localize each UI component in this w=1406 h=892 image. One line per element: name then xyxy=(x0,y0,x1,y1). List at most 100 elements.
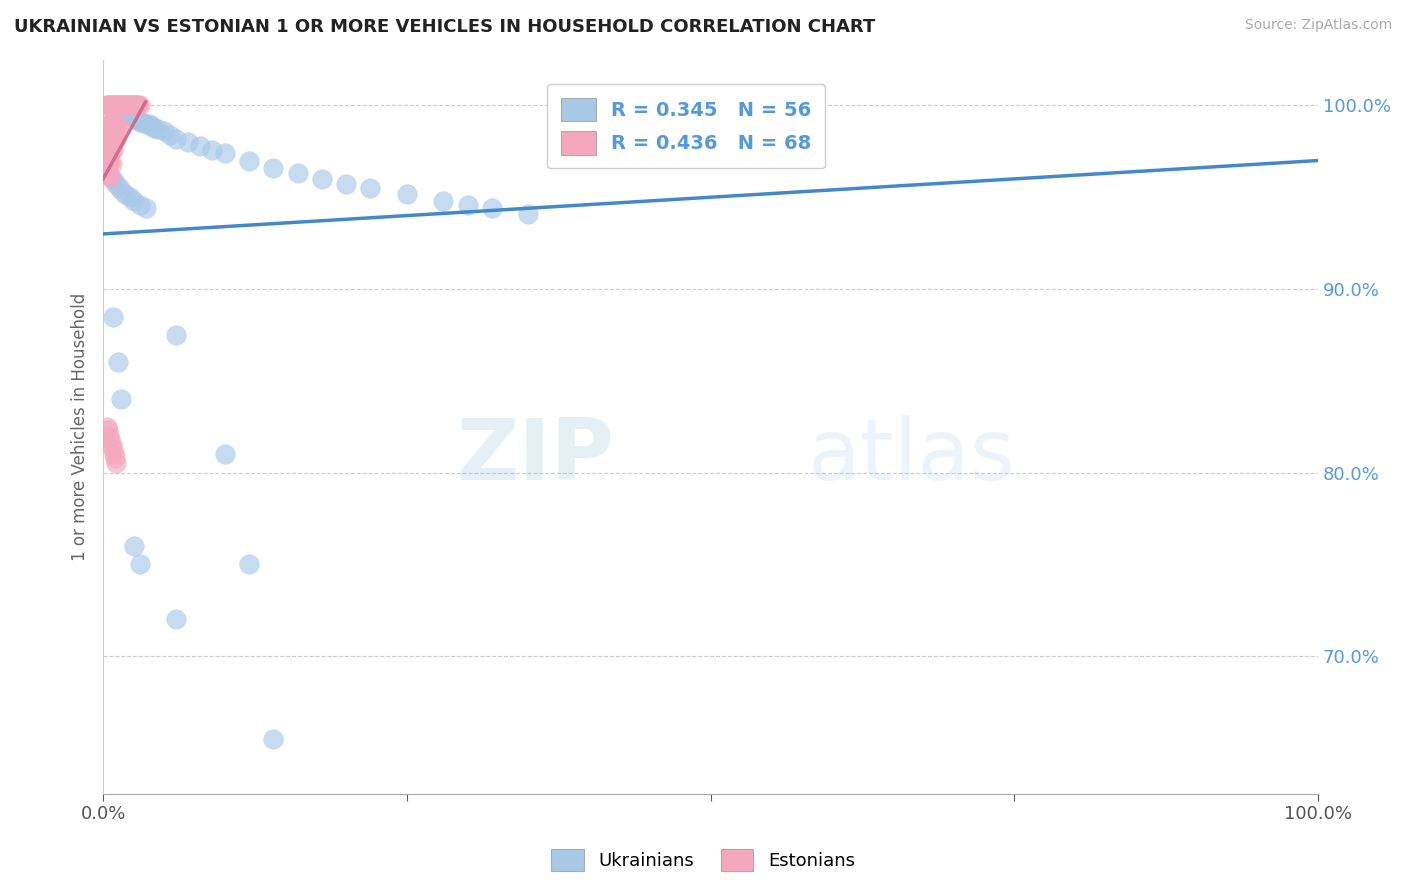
Point xyxy=(110,105,132,120)
Y-axis label: 1 or more Vehicles in Household: 1 or more Vehicles in Household xyxy=(72,293,89,561)
Point xyxy=(100,117,122,131)
Point xyxy=(108,103,131,118)
Point xyxy=(117,108,139,122)
Text: atlas: atlas xyxy=(808,415,1015,498)
Point xyxy=(98,98,121,112)
Point xyxy=(214,447,236,461)
Point xyxy=(124,98,146,112)
Point xyxy=(118,108,141,122)
Point xyxy=(159,128,181,142)
Point xyxy=(104,100,127,114)
Point xyxy=(98,429,121,443)
Point xyxy=(135,201,157,215)
Point xyxy=(165,612,187,626)
Point xyxy=(214,146,236,161)
Point xyxy=(97,117,120,131)
Point xyxy=(100,438,122,452)
Point xyxy=(107,98,129,112)
Point xyxy=(124,112,146,126)
Point xyxy=(97,98,120,112)
Point xyxy=(112,105,135,120)
Point xyxy=(127,98,149,112)
Legend: R = 0.345   N = 56, R = 0.436   N = 68: R = 0.345 N = 56, R = 0.436 N = 68 xyxy=(547,84,825,169)
Point xyxy=(146,122,169,136)
Point xyxy=(100,157,122,171)
Point xyxy=(105,102,128,116)
Point xyxy=(128,115,150,129)
Point xyxy=(103,98,125,112)
Point xyxy=(359,181,381,195)
Point xyxy=(103,119,125,133)
Point xyxy=(128,98,150,112)
Point xyxy=(97,152,120,166)
Point xyxy=(121,98,143,112)
Point xyxy=(108,98,131,112)
Point xyxy=(517,207,540,221)
Point xyxy=(96,164,118,178)
Point xyxy=(112,98,135,112)
Point xyxy=(110,98,132,112)
Point xyxy=(100,143,122,157)
Point xyxy=(287,166,309,180)
Point xyxy=(101,128,124,142)
Point xyxy=(100,98,122,112)
Point xyxy=(238,558,260,572)
Point xyxy=(121,110,143,124)
Point xyxy=(96,419,118,434)
Point xyxy=(122,98,145,112)
Point xyxy=(108,103,131,118)
Point xyxy=(481,201,503,215)
Point xyxy=(114,186,136,201)
Text: Source: ZipAtlas.com: Source: ZipAtlas.com xyxy=(1244,18,1392,32)
Point xyxy=(97,423,120,437)
Point xyxy=(177,135,200,149)
Point xyxy=(100,155,122,169)
Point xyxy=(118,190,141,204)
Point xyxy=(98,168,121,182)
Point xyxy=(122,539,145,553)
Point xyxy=(105,119,128,133)
Point xyxy=(105,131,128,145)
Point xyxy=(101,442,124,456)
Point xyxy=(96,150,118,164)
Point xyxy=(98,141,121,155)
Point xyxy=(135,117,157,131)
Point xyxy=(100,169,122,184)
Point xyxy=(114,105,136,120)
Point xyxy=(115,108,138,122)
Point xyxy=(103,100,125,114)
Point xyxy=(457,197,479,211)
Point xyxy=(97,139,120,153)
Point xyxy=(262,731,284,746)
Point xyxy=(97,166,120,180)
Point xyxy=(100,117,122,131)
Point xyxy=(98,98,121,112)
Point xyxy=(141,119,163,133)
Point xyxy=(122,110,145,124)
Point xyxy=(104,119,127,133)
Point xyxy=(108,119,131,133)
Point xyxy=(131,115,153,129)
Point xyxy=(395,186,418,201)
Point xyxy=(105,98,128,112)
Point xyxy=(100,141,122,155)
Point xyxy=(105,456,128,470)
Point xyxy=(127,113,149,128)
Point xyxy=(100,433,122,447)
Point xyxy=(153,124,176,138)
Point xyxy=(100,126,122,140)
Point xyxy=(110,392,132,406)
Point xyxy=(98,126,121,140)
Point xyxy=(107,119,129,133)
Point xyxy=(108,98,131,112)
Point xyxy=(104,98,127,112)
Point xyxy=(262,161,284,175)
Point xyxy=(127,98,149,112)
Point xyxy=(98,153,121,168)
Point xyxy=(201,143,224,157)
Point xyxy=(120,98,142,112)
Point xyxy=(101,117,124,131)
Point xyxy=(104,176,127,190)
Point xyxy=(111,103,134,118)
Text: ZIP: ZIP xyxy=(456,415,613,498)
